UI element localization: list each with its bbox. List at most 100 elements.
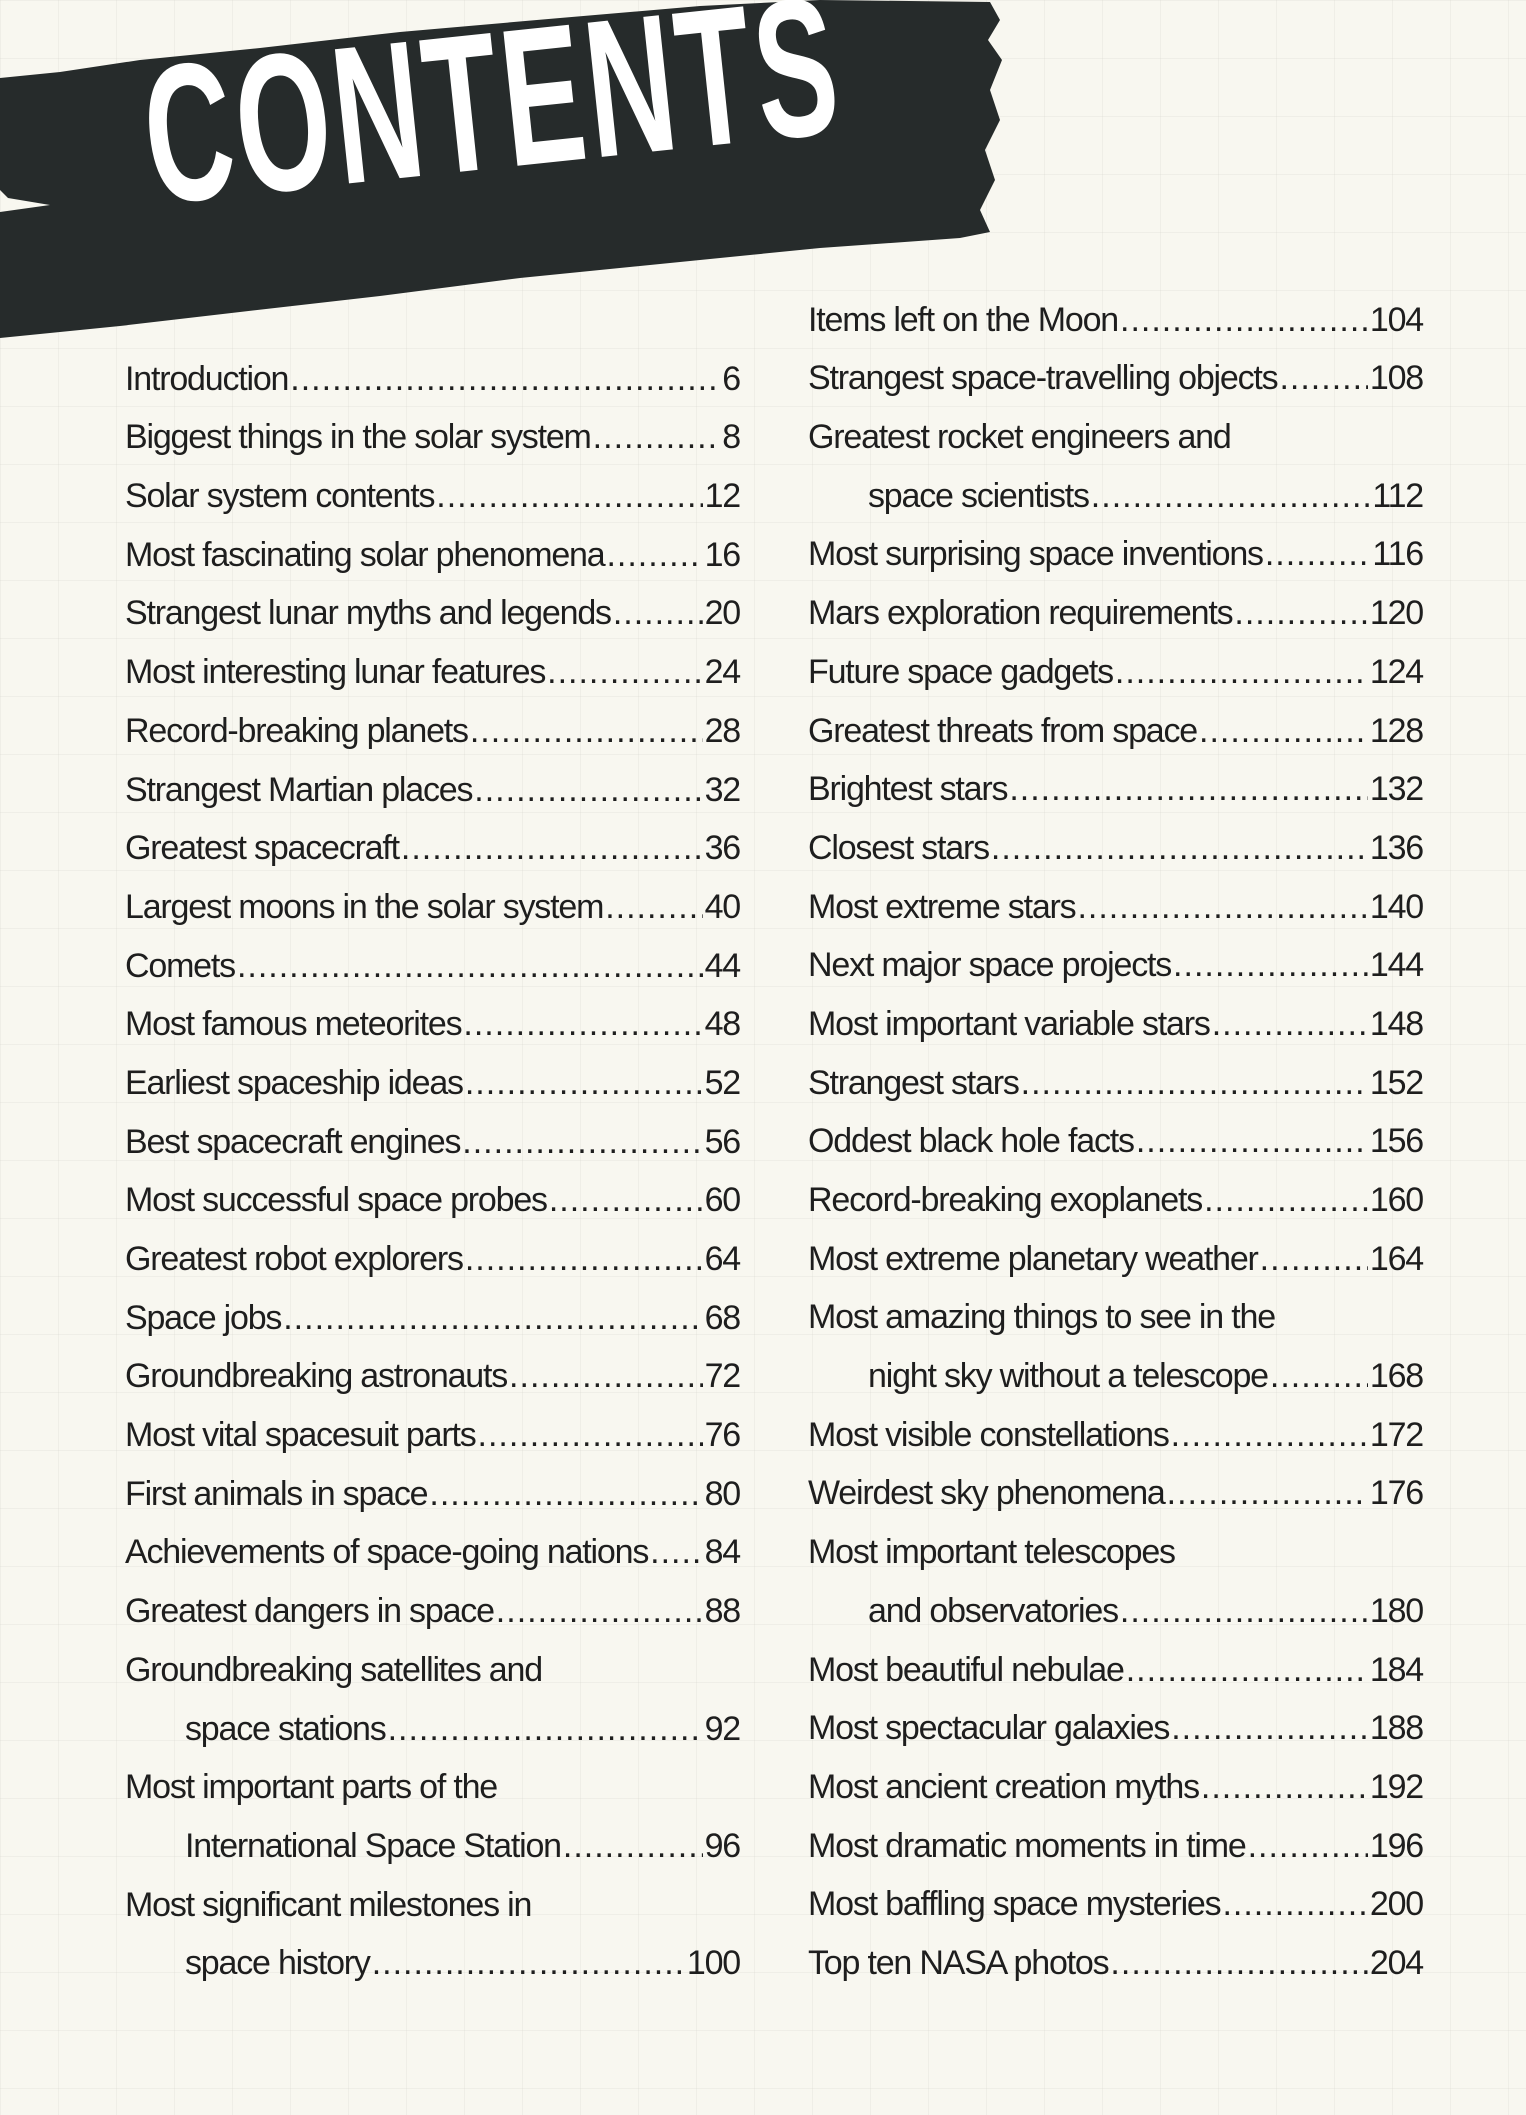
- contents-entry[interactable]: Greatest dangers in space 88: [125, 1572, 741, 1631]
- contents-entry[interactable]: Most vital spacesuit parts 76: [125, 1396, 741, 1455]
- dot-leader: [1009, 770, 1368, 809]
- entry-title: Most significant milestones in: [125, 1885, 532, 1924]
- page-number: 108: [1369, 359, 1424, 398]
- contents-entry[interactable]: Earliest spaceship ideas 52: [125, 1044, 742, 1103]
- contents-entry[interactable]: Most important variable stars 148: [808, 985, 1424, 1044]
- contents-entry[interactable]: Best spacecraft engines 56: [125, 1103, 741, 1162]
- contents-entry[interactable]: Strangest Martian places 32: [125, 751, 741, 810]
- contents-entry[interactable]: Closest stars 136: [808, 809, 1424, 868]
- dot-leader: [462, 1123, 702, 1162]
- contents-entry[interactable]: Greatest robot explorers 64: [125, 1220, 741, 1279]
- entry-line: Closest stars 136: [808, 809, 1424, 868]
- contents-entry[interactable]: Items left on the Moon 104: [808, 281, 1424, 340]
- entry-title: Greatest threats from space: [808, 711, 1198, 750]
- contents-entry[interactable]: Space jobs 68: [125, 1279, 741, 1338]
- contents-entry[interactable]: Groundbreaking satellites and space stati…: [125, 1631, 741, 1749]
- contents-entry[interactable]: Solar system contents 12: [125, 457, 741, 516]
- contents-entry[interactable]: Strangest space-travelling objects 108: [808, 340, 1424, 399]
- dot-leader: [388, 1710, 703, 1749]
- contents-entry[interactable]: Greatest threats from space 128: [808, 692, 1424, 751]
- dot-leader: [465, 1064, 703, 1103]
- entry-line: Achievements of space-going nations 84: [125, 1514, 741, 1573]
- contents-entry[interactable]: Oddest black hole facts 156: [808, 1103, 1424, 1162]
- contents-entry[interactable]: Most famous meteorites 48: [125, 986, 742, 1045]
- contents-entry[interactable]: Most fascinating solar phenomena 16: [125, 516, 742, 575]
- contents-entry[interactable]: Biggest things in the solar system 8: [125, 399, 741, 458]
- entry-title: Top ten NASA photos: [808, 1943, 1110, 1982]
- page-number: 20: [704, 594, 742, 633]
- entry-title: Earliest spaceship ideas: [125, 1063, 464, 1102]
- contents-entry[interactable]: Strangest lunar myths and legends 20: [125, 575, 742, 634]
- contents-entry[interactable]: Most extreme planetary weather 164: [808, 1220, 1424, 1279]
- entry-title: Best spacecraft engines: [125, 1122, 461, 1161]
- contents-entry[interactable]: Mars exploration requirements 120: [808, 574, 1424, 633]
- page-number: 16: [704, 535, 742, 574]
- contents-entry[interactable]: Most dramatic moments in time 196: [808, 1807, 1424, 1866]
- contents-entry[interactable]: Most visible constellations 172: [808, 1396, 1424, 1455]
- dot-leader: [563, 1827, 703, 1866]
- entry-title: Most ancient creation myths: [808, 1767, 1200, 1806]
- contents-entry[interactable]: Top ten NASA photos 204: [808, 1924, 1424, 1983]
- page-number: 100: [686, 1944, 741, 1983]
- contents-entry[interactable]: Next major space projects 144: [808, 927, 1424, 986]
- contents-entry[interactable]: Most important parts of the International…: [125, 1749, 741, 1866]
- dot-leader: [401, 829, 703, 868]
- entry-title-continued: space scientists: [868, 476, 1090, 515]
- page-number: 168: [1369, 1357, 1424, 1396]
- contents-entry[interactable]: First animals in space 80: [125, 1455, 741, 1514]
- page-number: 176: [1369, 1474, 1424, 1513]
- dot-leader: [496, 1592, 703, 1631]
- entry-line: Most vital spacesuit parts 76: [125, 1396, 741, 1455]
- dot-leader: [1279, 359, 1367, 398]
- entry-line: Most baffling space mysteries 200: [808, 1866, 1424, 1925]
- dot-leader: [1248, 1827, 1368, 1866]
- contents-entry[interactable]: Most surprising space inventions 116: [808, 516, 1424, 575]
- dot-leader: [478, 1416, 703, 1455]
- entry-title: Most surprising space inventions: [808, 535, 1264, 574]
- contents-entry[interactable]: Comets 44: [125, 927, 741, 986]
- contents-entry[interactable]: Record-breaking planets 28: [125, 692, 741, 751]
- dot-leader: [1021, 1064, 1368, 1103]
- contents-entry[interactable]: Strangest stars 152: [808, 1044, 1424, 1103]
- page-number: 164: [1369, 1239, 1424, 1278]
- contents-entry[interactable]: Greatest spacecraft 36: [125, 810, 741, 869]
- contents-entry[interactable]: Brightest stars 132: [808, 751, 1424, 810]
- dot-leader: [1171, 1416, 1368, 1455]
- page-number: 160: [1369, 1181, 1424, 1219]
- dot-leader: [1270, 1357, 1368, 1396]
- contents-entry[interactable]: Most extreme stars 140: [808, 868, 1424, 927]
- dot-leader: [1212, 1005, 1368, 1044]
- entry-title: Most amazing things to see in the: [808, 1298, 1276, 1337]
- contents-entry[interactable]: Most interesting lunar features 24: [125, 633, 741, 692]
- contents-entry[interactable]: Record-breaking exoplanets 160: [808, 1161, 1424, 1220]
- entry-title: Brightest stars: [808, 770, 1009, 809]
- dot-leader: [1171, 1709, 1368, 1748]
- entry-line: Mars exploration requirements 120: [808, 574, 1424, 633]
- entry-title: Biggest things in the solar system: [125, 418, 592, 457]
- contents-entry[interactable]: Most important telescopes and observatori…: [808, 1513, 1424, 1630]
- dot-leader: [1265, 535, 1371, 574]
- entry-line: Most significant milestones in: [125, 1866, 740, 1925]
- contents-entry[interactable]: Most ancient creation myths 192: [808, 1748, 1424, 1807]
- dot-leader: [547, 653, 702, 692]
- entry-title: Most important parts of the: [125, 1768, 498, 1807]
- contents-entry[interactable]: Introduction 6: [125, 340, 741, 399]
- contents-entry[interactable]: Future space gadgets 124: [808, 633, 1424, 692]
- contents-entry[interactable]: Most beautiful nebulae 184: [808, 1631, 1424, 1690]
- dot-leader: [1126, 1651, 1368, 1690]
- page-number: 48: [704, 1005, 742, 1044]
- contents-entry[interactable]: Achievements of space-going nations 84: [125, 1514, 741, 1573]
- contents-entry[interactable]: Most significant milestones in space hist…: [125, 1866, 741, 1983]
- entry-line: Most important parts of the: [125, 1749, 740, 1808]
- contents-entry[interactable]: Most spectacular galaxies 188: [808, 1690, 1424, 1749]
- contents-entry[interactable]: Greatest rocket engineers and space scien…: [808, 398, 1424, 515]
- contents-entry[interactable]: Largest moons in the solar system 40: [125, 868, 741, 927]
- contents-entry[interactable]: Most baffling space mysteries 200: [808, 1866, 1424, 1925]
- contents-entry[interactable]: Most successful space probes 60: [125, 1162, 741, 1221]
- contents-entry[interactable]: Weirdest sky phenomena 176: [808, 1455, 1424, 1514]
- contents-entry[interactable]: Most amazing things to see in the night s…: [808, 1279, 1424, 1396]
- page-number: 52: [704, 1063, 742, 1102]
- entry-title: Next major space projects: [808, 946, 1172, 985]
- contents-entry[interactable]: Groundbreaking astronauts 72: [125, 1338, 741, 1397]
- entry-title: Largest moons in the solar system: [125, 887, 604, 926]
